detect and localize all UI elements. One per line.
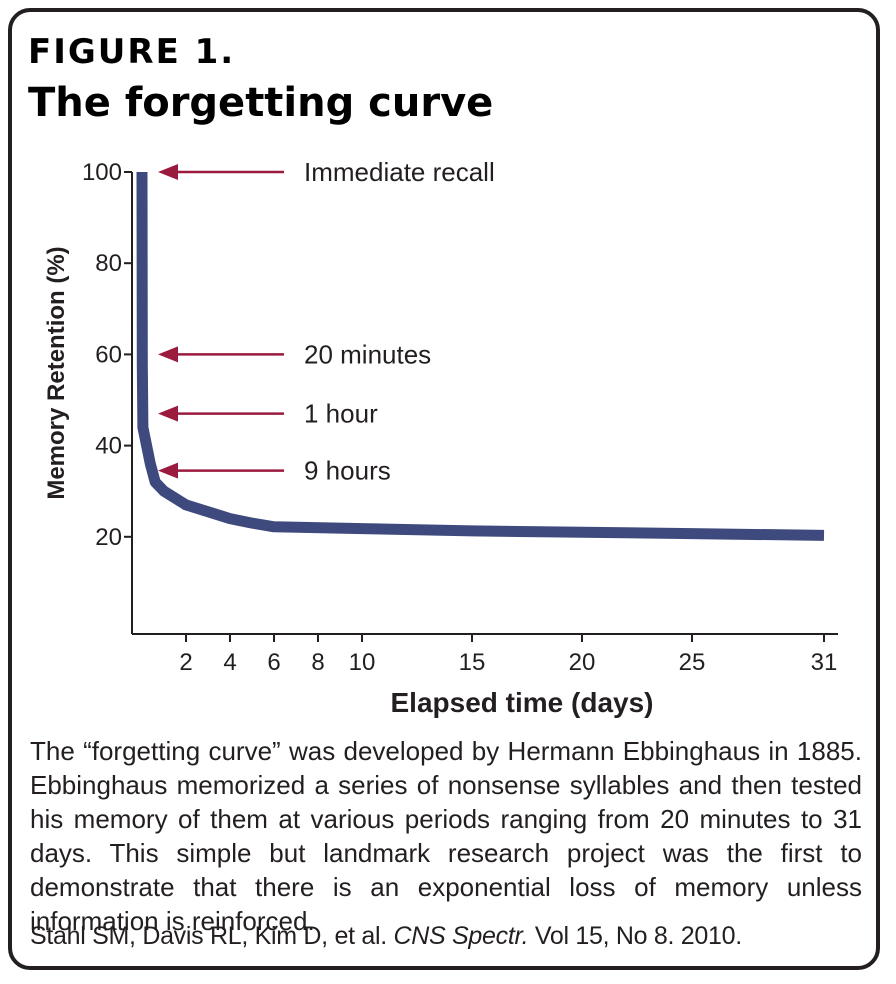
y-tick-label: 40 [95,433,122,460]
figure-caption: The “forgetting curve” was developed by … [30,736,862,936]
forgetting-curve-chart: 20 40 60 80 100 2 4 6 8 10 15 20 25 31 Immediate rec… [43,157,838,718]
x-tick-label: 31 [811,649,838,676]
citation-journal: CNS Spectr. [393,922,529,950]
chart-title: The forgetting curve [28,80,494,126]
figure-frame [8,8,880,970]
citation: Stahl SM, Davis RL, Kim D, et al. CNS Sp… [30,922,742,951]
x-tick-label: 25 [679,649,706,676]
curve-series [136,171,825,541]
x-tick-label: 4 [223,649,236,676]
y-axis-label: Memory Retention (%) [43,246,70,499]
y-tick-label: 60 [95,341,122,368]
x-axis-label: Elapsed time (days) [391,687,654,718]
annotation-arrowhead [158,346,178,363]
x-tick-label: 8 [311,649,324,676]
annotation-arrowhead [158,405,178,422]
x-axis: 2 4 6 8 10 15 20 25 31 [132,633,838,676]
x-tick-label: 6 [267,649,280,676]
annotation-label: 9 hours [304,456,391,486]
x-tick-label: 2 [179,649,192,676]
y-tick-label: 100 [82,159,122,186]
citation-details: Vol 15, No 8. 2010. [534,922,742,950]
annotation-arrowhead [158,164,178,180]
annotation-label: 1 hour [304,399,378,429]
y-tick-label: 80 [95,250,122,277]
figure-label: FIGURE 1. [28,32,236,72]
x-tick-label: 10 [349,649,376,676]
annotation-label: 20 minutes [304,339,431,369]
annotations: Immediate recall 20 minutes 1 hour 9 hours [158,157,495,486]
annotation-arrowhead [158,462,178,479]
x-tick-label: 15 [459,649,486,676]
y-tick-label: 20 [95,524,122,551]
x-tick-label: 20 [569,649,596,676]
forgetting-curve-line [136,171,825,541]
y-axis: 20 40 60 80 100 [82,159,133,634]
annotation-label: Immediate recall [304,157,495,187]
citation-authors: Stahl SM, Davis RL, Kim D, et al. [30,922,387,950]
